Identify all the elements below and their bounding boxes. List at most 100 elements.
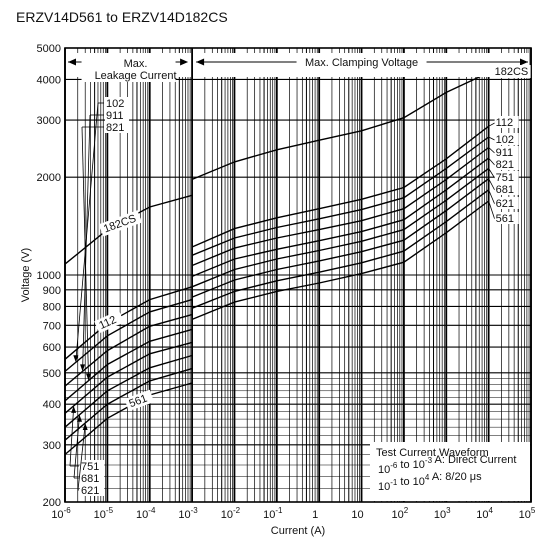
bottom-leader-v-751 — [69, 406, 75, 467]
bottom-legend-label-621: 621 — [81, 485, 99, 497]
clamping-curve-751 — [191, 167, 490, 288]
leakage-arrow-head-left — [68, 58, 76, 66]
top-leader-arrow-102 — [73, 355, 79, 363]
bottom-legend-label-681: 681 — [81, 473, 99, 485]
series-label-621: 621 — [496, 198, 514, 210]
y-tick-label: 500 — [43, 368, 61, 380]
leakage-curve-751 — [64, 341, 193, 414]
top-legend-bg-821 — [105, 121, 129, 133]
leader-line-621 — [488, 189, 496, 205]
top-leader-v-911 — [82, 114, 91, 371]
top-leader-arrow-821 — [86, 373, 92, 381]
leakage-curve-561 — [64, 382, 193, 456]
y-tick-label: 300 — [43, 440, 61, 452]
label-bg-621 — [494, 197, 519, 209]
series-label-681: 681 — [496, 184, 514, 196]
waveform-note-title: Test Current Waveform — [376, 447, 489, 459]
x-tick-label: 105 — [519, 506, 536, 521]
leakage-curve-102 — [64, 298, 193, 372]
bottom-legend-bg-621 — [80, 484, 104, 496]
bottom-leader-arrow-751 — [71, 405, 77, 413]
x-tick-label: 10-5 — [94, 506, 114, 521]
minor-grid — [65, 47, 531, 503]
x-tick-label: 10 — [351, 509, 363, 521]
leader-line-911 — [488, 147, 495, 154]
leakage-region-label-line1: Max. — [124, 58, 148, 70]
label-bg-751 — [494, 171, 519, 183]
bottom-legend-bg-751 — [80, 460, 104, 472]
series-label-751: 751 — [496, 172, 514, 184]
clamping-curve-821 — [191, 157, 490, 278]
clamping-label-bg — [296, 55, 427, 69]
y-tick-label: 1000 — [37, 270, 61, 282]
plot-frame — [64, 47, 532, 503]
label-bg-561 — [494, 212, 519, 224]
x-tick-label: 103 — [434, 506, 451, 521]
x-tick-label: 10-6 — [51, 506, 71, 521]
series-label-112: 112 — [496, 117, 514, 129]
y-tick-label: 5000 — [37, 43, 61, 55]
tick-labels: 10-6 10-5 10-4 10-3 10-2 10-1 1 10 102 103 104 105 2… — [37, 43, 536, 521]
clamping-curve-911 — [191, 146, 490, 267]
bottom-leader-v-621 — [77, 423, 86, 491]
y-tick-label: 600 — [43, 342, 61, 354]
series-curves — [64, 71, 490, 456]
inline-label-bg-561 — [124, 389, 155, 412]
leader-line-561 — [488, 200, 496, 220]
leader-line-681 — [488, 178, 495, 191]
y-tick-label: 900 — [43, 285, 61, 297]
leader-line-821 — [488, 157, 495, 166]
overlay-layer: Max.Leakage Current Max. Clamping Voltage… — [67, 53, 531, 501]
bottom-legend-label-751: 751 — [81, 461, 99, 473]
clamping-curve-182CS — [191, 71, 489, 181]
top-legend-bg-102 — [105, 97, 129, 109]
y-tick-label: 2000 — [37, 172, 61, 184]
x-tick-label: 10-1 — [263, 506, 283, 521]
clamping-arrow-head-left — [196, 58, 205, 66]
leakage-curve-112 — [64, 286, 193, 360]
bottom-leader-arrow-681 — [77, 414, 83, 422]
label-bg-911 — [494, 146, 519, 158]
leakage-arrow-head-right — [180, 58, 189, 66]
label-bg-112 — [494, 116, 519, 128]
chart-title: ERZV14D561 to ERZV14D182CS — [16, 9, 228, 25]
top-legend-label-821: 821 — [106, 122, 124, 134]
series-label-561: 561 — [496, 213, 514, 225]
leader-line-751 — [488, 168, 495, 179]
inline-label-bg-112 — [94, 310, 125, 334]
bottom-leader-arrow-621 — [82, 423, 88, 431]
y-tick-label: 800 — [43, 301, 61, 313]
top-leader-arrow-911 — [80, 364, 86, 372]
top-legend-label-102: 102 — [106, 98, 124, 110]
series-label-911: 911 — [496, 147, 514, 159]
clamping-arrow-head-right — [520, 58, 528, 66]
waveform-note-box — [370, 442, 530, 501]
inline-label-561: 561 — [128, 393, 149, 411]
y-tick-label: 200 — [43, 497, 61, 509]
inline-label-group-561: 561 — [124, 389, 155, 412]
x-tick-label: 104 — [476, 506, 493, 521]
inline-label-bg-182CS — [98, 210, 142, 237]
clamping-region-label: Max. Clamping Voltage — [305, 57, 418, 69]
x-tick-label: 102 — [392, 506, 409, 521]
series-label-102: 102 — [496, 134, 514, 146]
clamping-curve-102 — [191, 136, 490, 256]
y-tick-label: 4000 — [37, 74, 61, 86]
leakage-region-label-line2: Leakage Current — [95, 70, 177, 82]
clamping-curve-621 — [191, 189, 490, 309]
top-leader-v-821 — [81, 126, 89, 380]
leakage-curve-911 — [64, 313, 193, 387]
leakage-curve-681 — [64, 354, 193, 428]
x-axis-label: Current (A) — [271, 525, 325, 537]
bottom-leader-v-681 — [73, 415, 80, 479]
label-bg-182cs — [492, 65, 531, 78]
inline-label-group-112: 112 — [94, 310, 125, 334]
x-tick-label: 10-3 — [178, 506, 198, 521]
x-tick-label: 1 — [312, 509, 318, 521]
x-tick-label: 10-4 — [136, 506, 156, 521]
top-legend-bg-911 — [105, 109, 129, 121]
clamping-curve-681 — [191, 178, 490, 298]
label-bg-102 — [494, 133, 519, 145]
